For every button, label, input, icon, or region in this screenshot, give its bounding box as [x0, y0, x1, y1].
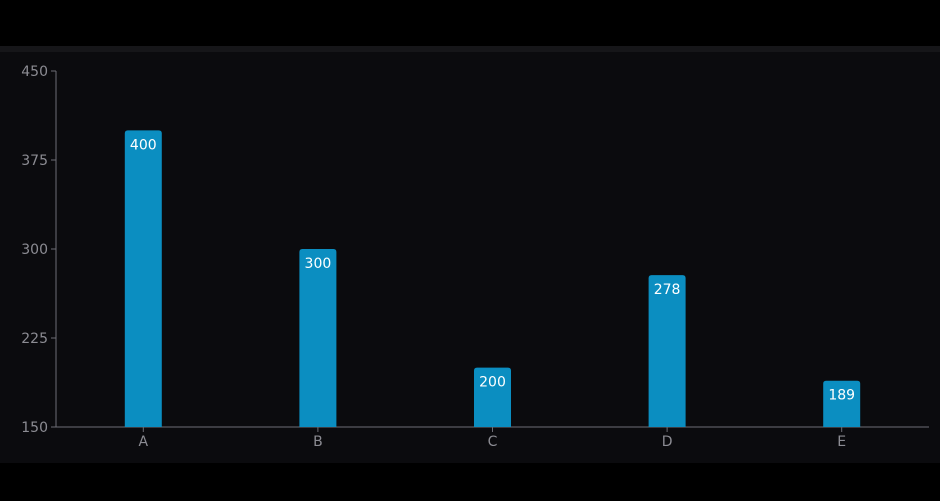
- bar-value-label: 189: [828, 388, 855, 404]
- bar-value-label: 200: [479, 375, 506, 391]
- y-tick-label: 150: [21, 420, 48, 436]
- bar-labels: 400 300 200 278 189: [130, 137, 855, 403]
- axes: 150 225 300 375 450 A B C D E: [21, 64, 929, 450]
- x-tick-label: C: [488, 434, 498, 450]
- x-tick-label: B: [313, 434, 323, 450]
- top-divider: [0, 46, 940, 52]
- y-tick-label: 450: [21, 64, 48, 80]
- bar-c: [474, 367, 511, 427]
- x-tick-label: D: [662, 434, 673, 450]
- bar-d: [648, 275, 686, 427]
- y-tick-label: 225: [21, 331, 48, 347]
- y-tick-label: 300: [21, 242, 48, 258]
- x-tick-label: A: [139, 434, 149, 450]
- bar-a: [124, 130, 162, 428]
- bar-value-label: 400: [130, 137, 157, 153]
- x-tick-label: E: [837, 434, 846, 450]
- y-tick-label: 375: [21, 153, 48, 169]
- bar-b: [299, 249, 337, 427]
- bar-e: [823, 380, 861, 427]
- bar-value-label: 300: [305, 256, 332, 272]
- bar-value-label: 278: [654, 282, 681, 298]
- bars: [124, 130, 861, 428]
